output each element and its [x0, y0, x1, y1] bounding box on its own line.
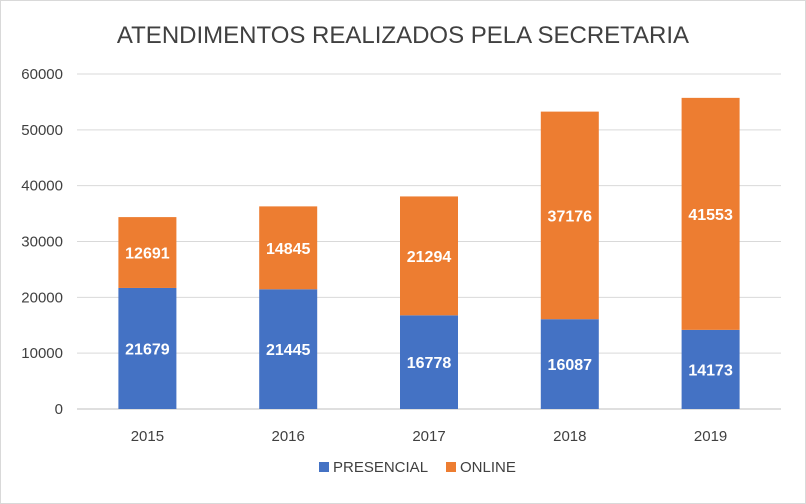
x-tick-label: 2018 [553, 428, 586, 445]
y-tick-label: 60000 [21, 66, 63, 83]
chart-title: ATENDIMENTOS REALIZADOS PELA SECRETARIA [117, 22, 689, 49]
bar-value-label: 21445 [266, 342, 311, 359]
bar-value-label: 14845 [266, 241, 311, 258]
y-tick-label: 40000 [21, 178, 63, 195]
bar-online-2018 [540, 111, 599, 320]
bar-presencial-2019 [681, 329, 740, 409]
legend-label-online: ONLINE [460, 459, 516, 476]
bar-presencial-2018 [540, 319, 599, 409]
legend: PRESENCIAL ONLINE [319, 459, 516, 476]
y-tick-label: 20000 [21, 289, 63, 306]
legend-swatch-online [446, 462, 456, 472]
legend-swatch-presencial [319, 462, 329, 472]
bar-value-label: 16778 [407, 355, 452, 372]
bar-online-2016 [259, 206, 318, 290]
legend-label-presencial: PRESENCIAL [333, 459, 428, 476]
x-tick-label: 2017 [412, 428, 445, 445]
bar-value-label: 37176 [548, 208, 593, 225]
bar-presencial-2016 [259, 289, 318, 409]
y-tick-label: 10000 [21, 345, 63, 362]
bar-value-label: 12691 [125, 246, 170, 263]
x-tick-label: 2019 [694, 428, 727, 445]
y-axis: 0 10000 20000 30000 40000 50000 60000 [21, 66, 63, 418]
y-tick-label: 30000 [21, 234, 63, 251]
bar-presencial-2015 [118, 287, 177, 409]
x-tick-label: 2016 [272, 428, 305, 445]
bar-value-label: 16087 [548, 357, 593, 374]
bar-presencial-2017 [400, 315, 458, 409]
y-tick-label: 50000 [21, 122, 63, 139]
bar-value-label: 41553 [688, 207, 733, 224]
x-tick-label: 2015 [131, 428, 164, 445]
bar-online-2017 [400, 196, 458, 316]
bar-online-2015 [118, 217, 177, 288]
bar-value-label: 21679 [125, 341, 170, 358]
bar-value-label: 14173 [688, 362, 733, 379]
bar-online-2019 [681, 97, 740, 330]
y-tick-label: 0 [55, 401, 63, 418]
bar-value-label: 21294 [407, 249, 452, 266]
bars: 21679 12691 21445 14845 16778 21294 16087 37176… [118, 97, 740, 409]
x-axis: 2015 2016 2017 2018 2019 [131, 428, 728, 445]
